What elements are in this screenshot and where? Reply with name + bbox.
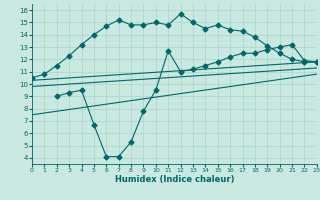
X-axis label: Humidex (Indice chaleur): Humidex (Indice chaleur) [115, 175, 234, 184]
